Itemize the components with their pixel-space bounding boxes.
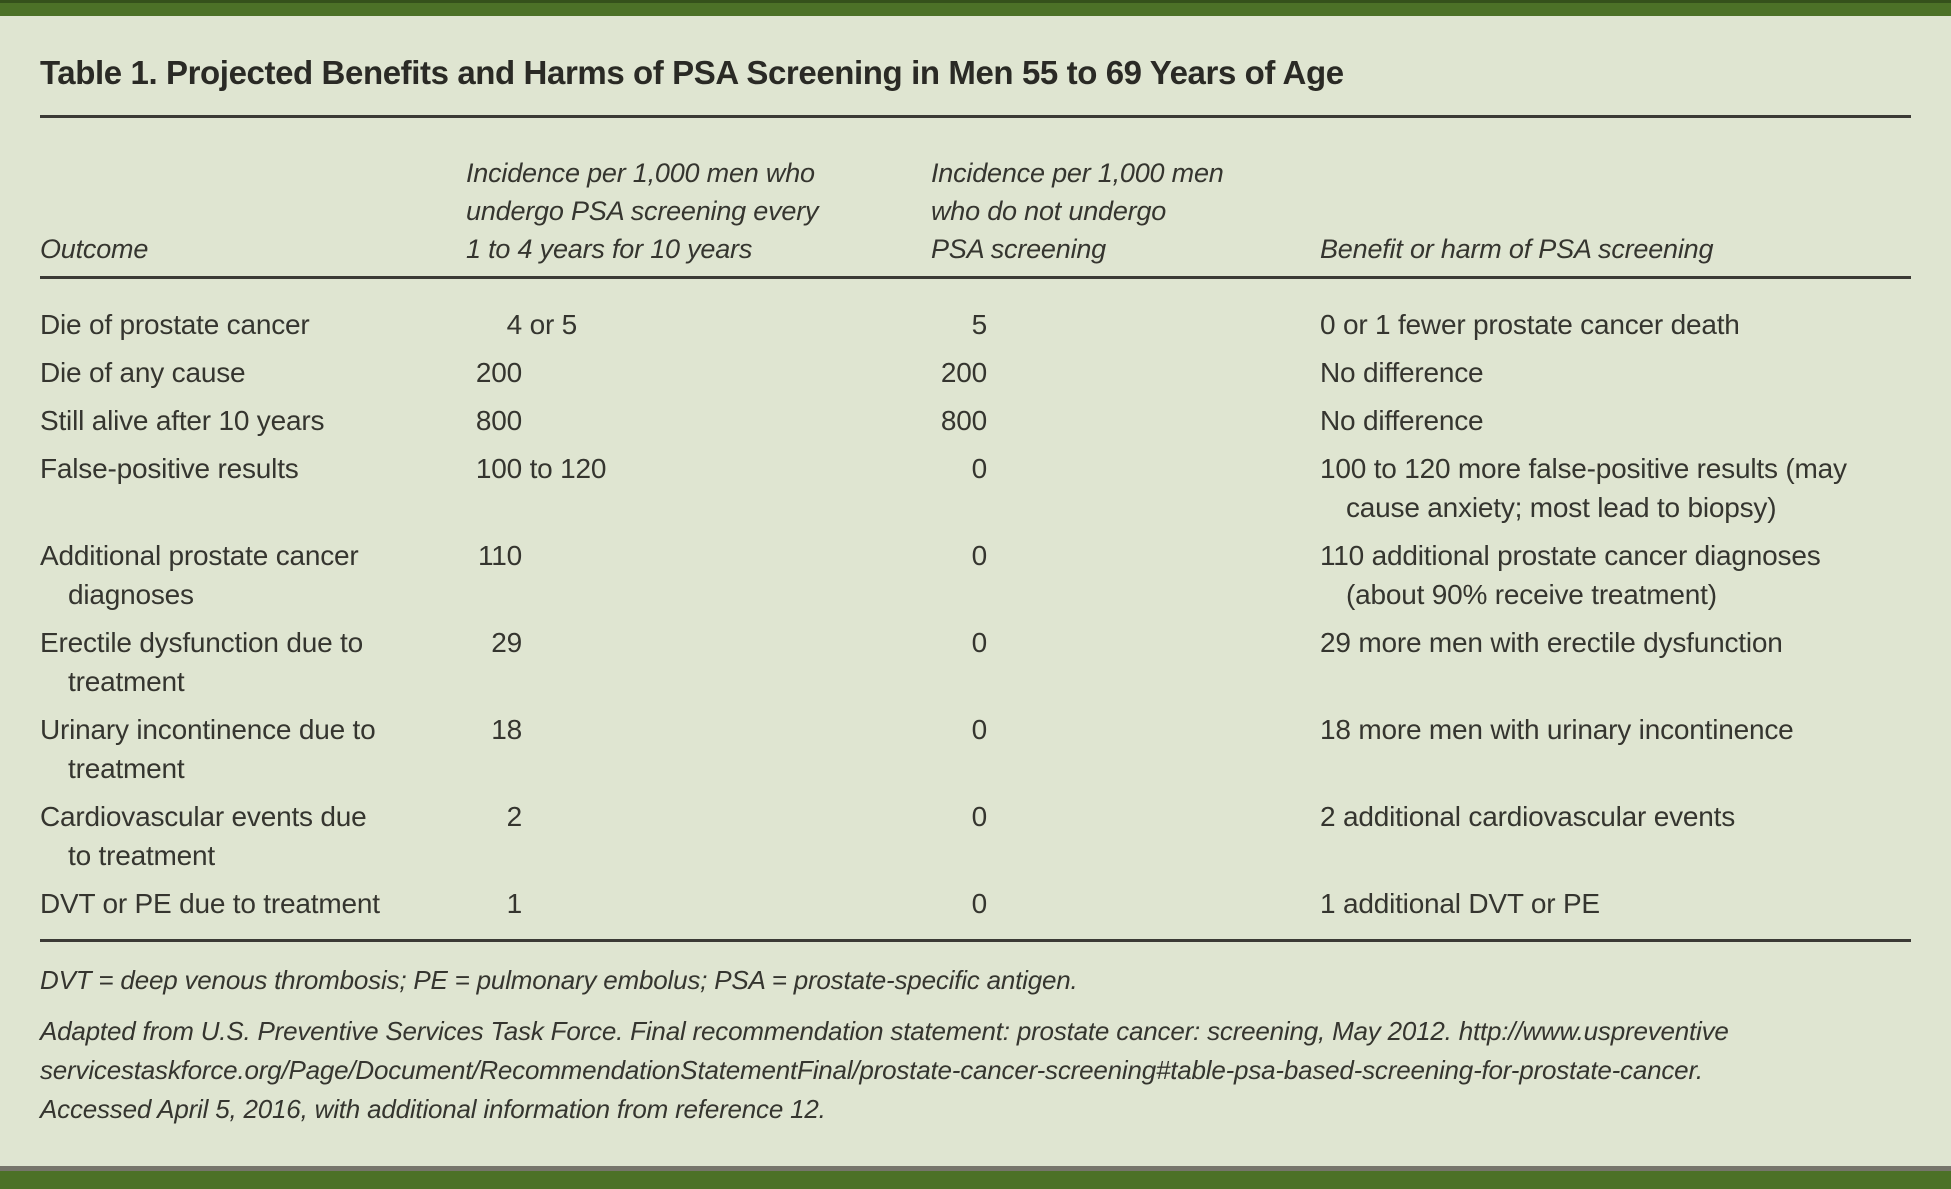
table-row: Still alive after 10 years 800 800 No di… [40, 401, 1911, 440]
table-body: Die of prostate cancer 4 or 5 5 0 or 1 f… [40, 305, 1911, 923]
benefit-harm-cell: 2 additional cardiovascular events [1320, 801, 1736, 832]
benefit-harm-cell: No difference [1320, 357, 1484, 388]
screened-value-number: 29 [491, 627, 522, 658]
column-header-benefit-harm: Benefit or harm of PSA screening [1320, 234, 1714, 264]
screened-incidence-cell: 4 or 5 [466, 305, 931, 344]
screened-value-rest: to 120 [522, 453, 607, 484]
screened-incidence-cell: 1 [466, 884, 931, 923]
benefit-harm-cell: 29 more men with erectile dysfunction [1320, 627, 1783, 658]
column-header-outcome: Outcome [40, 234, 149, 264]
outcome-cell: Cardiovascular events due to treatment [40, 801, 367, 871]
table-row: Die of any cause 200 200 No difference [40, 353, 1911, 392]
unscreened-incidence-cell: 5 [931, 305, 1320, 344]
screened-incidence-cell: 800 [466, 401, 931, 440]
screened-incidence-cell: 100 to 120 [466, 449, 931, 527]
outcome-cell: Urinary incontinence due to treatment [40, 714, 376, 784]
screened-incidence-cell: 2 [466, 797, 931, 875]
unscreened-value-number: 0 [971, 540, 988, 571]
benefit-harm-cell: No difference [1320, 405, 1484, 436]
unscreened-value-number: 0 [971, 627, 988, 658]
benefit-harm-cell: 1 additional DVT or PE [1320, 888, 1600, 919]
screened-incidence-cell: 18 [466, 710, 931, 788]
unscreened-incidence-cell: 800 [931, 401, 1320, 440]
table-title: Table 1. Projected Benefits and Harms of… [40, 54, 1344, 91]
top-accent-bar [0, 0, 1951, 16]
screened-value-number: 2 [506, 801, 523, 832]
outcome-cell: False-positive results [40, 453, 299, 484]
table-row: Die of prostate cancer 4 or 5 5 0 or 1 f… [40, 305, 1911, 344]
table-header-row: Outcome Incidence per 1,000 men who unde… [40, 154, 1911, 268]
benefit-harm-cell: 0 or 1 fewer prostate cancer death [1320, 309, 1740, 340]
outcome-cell: Erectile dysfunction due to treatment [40, 627, 364, 697]
outcome-cell: Additional prostate cancer diagnoses [40, 540, 359, 610]
bottom-gray-rule [0, 1166, 1951, 1171]
table-row: False-positive results 100 to 120 0 100 … [40, 449, 1911, 527]
outcome-cell: Die of prostate cancer [40, 309, 310, 340]
source-footnote: Adapted from U.S. Preventive Services Ta… [40, 1016, 1729, 1124]
header-divider-rule [40, 276, 1911, 279]
benefit-harm-cell: 100 to 120 more false-positive results (… [1320, 453, 1847, 523]
table-row: Erectile dysfunction due to treatment 29… [40, 623, 1911, 701]
unscreened-value-number: 5 [971, 309, 988, 340]
table-row: DVT or PE due to treatment 1 0 1 additio… [40, 884, 1911, 923]
unscreened-value-number: 200 [940, 357, 987, 388]
table-content: Table 1. Projected Benefits and Harms of… [0, 50, 1951, 1129]
unscreened-value-number: 0 [971, 714, 988, 745]
unscreened-incidence-cell: 0 [931, 449, 1320, 527]
benefit-harm-cell: 110 additional prostate cancer diagnoses… [1320, 540, 1821, 610]
unscreened-value-number: 0 [971, 888, 988, 919]
outcome-cell: DVT or PE due to treatment [40, 888, 380, 919]
unscreened-incidence-cell: 0 [931, 536, 1320, 614]
unscreened-incidence-cell: 0 [931, 797, 1320, 875]
unscreened-incidence-cell: 0 [931, 710, 1320, 788]
column-header-screened-incidence: Incidence per 1,000 men who undergo PSA … [466, 158, 819, 264]
screened-value-number: 200 [475, 357, 522, 388]
bottom-accent-bar [0, 1171, 1951, 1189]
screened-incidence-cell: 29 [466, 623, 931, 701]
benefit-harm-cell: 18 more men with urinary incontinence [1320, 714, 1794, 745]
screened-value-number: 1 [506, 888, 523, 919]
abbreviations-footnote: DVT = deep venous thrombosis; PE = pulmo… [40, 965, 1078, 995]
table-row: Additional prostate cancer diagnoses 110… [40, 536, 1911, 614]
table-row: Cardiovascular events due to treatment 2… [40, 797, 1911, 875]
screened-value-rest: or 5 [522, 309, 578, 340]
screened-value-number: 800 [475, 405, 522, 436]
unscreened-incidence-cell: 0 [931, 884, 1320, 923]
title-divider-rule [40, 115, 1911, 118]
unscreened-incidence-cell: 0 [931, 623, 1320, 701]
outcome-cell: Still alive after 10 years [40, 405, 325, 436]
screened-value-number: 110 [477, 540, 522, 571]
screened-value-number: 100 [475, 453, 522, 484]
table-row: Urinary incontinence due to treatment 18… [40, 710, 1911, 788]
screened-incidence-cell: 200 [466, 353, 931, 392]
screened-incidence-cell: 110 [466, 536, 931, 614]
unscreened-value-number: 0 [971, 801, 988, 832]
unscreened-value-number: 0 [971, 453, 988, 484]
outcome-cell: Die of any cause [40, 357, 246, 388]
unscreened-incidence-cell: 200 [931, 353, 1320, 392]
column-header-unscreened-incidence: Incidence per 1,000 men who do not under… [931, 158, 1224, 264]
screened-value-number: 4 [506, 309, 523, 340]
table-bottom-rule [40, 939, 1911, 942]
unscreened-value-number: 800 [940, 405, 987, 436]
screened-value-number: 18 [491, 714, 522, 745]
